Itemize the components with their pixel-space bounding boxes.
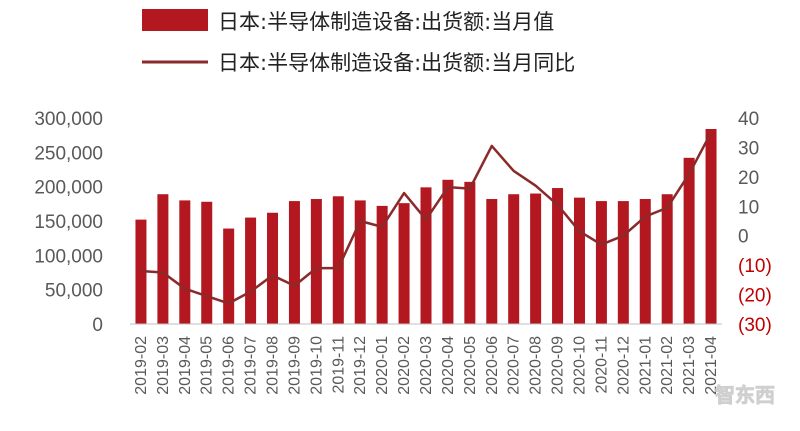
x-tick-label: 2020-04 — [440, 336, 457, 395]
left-axis-ticks: 0 50,000 100,000 150,000 200,000 250,000 300,0… — [34, 109, 103, 336]
x-tick-label: 2019-05 — [199, 336, 216, 395]
x-tick-label: 2020-06 — [484, 336, 501, 395]
bar-2019-06 — [223, 228, 235, 324]
legend-label-line: 日本:半导体制造设备:出货额:当月同比 — [218, 51, 575, 75]
line-series — [140, 132, 713, 305]
bar-2019-04 — [179, 200, 191, 324]
x-tick-label: 2021-04 — [703, 336, 720, 395]
x-tick-label: 2020-12 — [615, 336, 632, 395]
bar-2019-10 — [310, 199, 322, 324]
left-tick-label: 300,000 — [34, 109, 103, 130]
right-tick-label: 40 — [738, 109, 759, 130]
bar-2020-11 — [595, 201, 607, 324]
x-tick-label: 2020-02 — [396, 336, 413, 395]
x-tick-label: 2019-02 — [133, 336, 150, 395]
watermark-logo: 智东西 — [715, 383, 775, 407]
x-tick-label: 2021-01 — [637, 336, 654, 395]
bar-2020-01 — [376, 205, 388, 324]
bar-2021-01 — [639, 199, 651, 324]
bar-2020-07 — [508, 194, 520, 324]
bar-2020-08 — [530, 193, 542, 324]
x-tick-label: 2021-03 — [681, 336, 698, 395]
bar-2019-05 — [201, 201, 213, 324]
bar-2019-09 — [288, 201, 300, 324]
x-axis-ticks: 2019-02 2019-03 2019-04 2019-05 2019-06 2019-… — [133, 336, 720, 395]
x-tick-label: 2019-07 — [243, 336, 260, 395]
x-tick-label: 2020-05 — [462, 336, 479, 395]
left-tick-label: 50,000 — [45, 281, 103, 302]
right-tick-label: (30) — [738, 315, 772, 336]
x-tick-label: 2020-01 — [374, 336, 391, 395]
left-tick-label: 150,000 — [34, 212, 103, 233]
yoy-line — [140, 132, 713, 305]
bar-2020-02 — [398, 203, 410, 324]
bar-2019-07 — [245, 217, 257, 324]
x-tick-label: 2019-08 — [265, 336, 282, 395]
left-tick-label: 100,000 — [34, 246, 103, 267]
bar-2020-10 — [573, 197, 585, 324]
right-tick-label: 0 — [738, 227, 749, 248]
bar-2019-11 — [332, 196, 344, 324]
left-tick-label: 250,000 — [34, 143, 103, 164]
bar-2020-06 — [486, 199, 498, 324]
x-tick-label: 2019-10 — [308, 336, 325, 395]
left-tick-label: 0 — [92, 315, 103, 336]
x-tick-label: 2019-04 — [177, 336, 194, 395]
bar-2019-03 — [157, 194, 169, 324]
x-tick-label: 2020-09 — [550, 336, 567, 395]
legend-label-bar: 日本:半导体制造设备:出货额:当月值 — [218, 10, 554, 34]
bar-2021-04 — [705, 128, 717, 324]
x-tick-label: 2019-11 — [330, 336, 347, 394]
x-tick-label: 2019-06 — [221, 336, 238, 395]
legend: 日本:半导体制造设备:出货额:当月值 日本:半导体制造设备:出货额:当月同比 — [142, 9, 575, 75]
bar-2020-03 — [420, 187, 432, 324]
right-tick-label: 30 — [738, 138, 759, 159]
bar-2020-09 — [552, 188, 564, 324]
right-tick-label: (20) — [738, 286, 772, 307]
x-tick-label: 2020-03 — [418, 336, 435, 395]
x-tick-label: 2019-03 — [155, 336, 172, 395]
bar-2019-08 — [267, 212, 279, 324]
x-tick-label: 2020-08 — [528, 336, 545, 395]
bar-2021-02 — [661, 194, 673, 324]
right-tick-label: (10) — [738, 256, 772, 277]
bar-2020-12 — [617, 201, 629, 324]
bar-2019-12 — [354, 200, 366, 324]
right-tick-label: 20 — [738, 168, 759, 189]
right-axis-ticks: (30) (20) (10) 0 10 20 30 40 — [738, 109, 772, 336]
right-tick-label: 10 — [738, 197, 759, 218]
legend-swatch-bar — [142, 9, 208, 31]
x-tick-label: 2020-10 — [571, 336, 588, 395]
left-tick-label: 200,000 — [34, 178, 103, 199]
bar-2020-04 — [442, 179, 454, 324]
x-tick-label: 2019-09 — [286, 336, 303, 395]
bar-2021-03 — [683, 157, 695, 324]
bar-series — [135, 128, 717, 324]
bar-2020-05 — [464, 181, 476, 324]
x-tick-label: 2020-07 — [506, 336, 523, 395]
x-tick-label: 2021-02 — [659, 336, 676, 395]
x-tick-label: 2019-12 — [352, 336, 369, 395]
x-tick-label: 2020-11 — [593, 336, 610, 394]
